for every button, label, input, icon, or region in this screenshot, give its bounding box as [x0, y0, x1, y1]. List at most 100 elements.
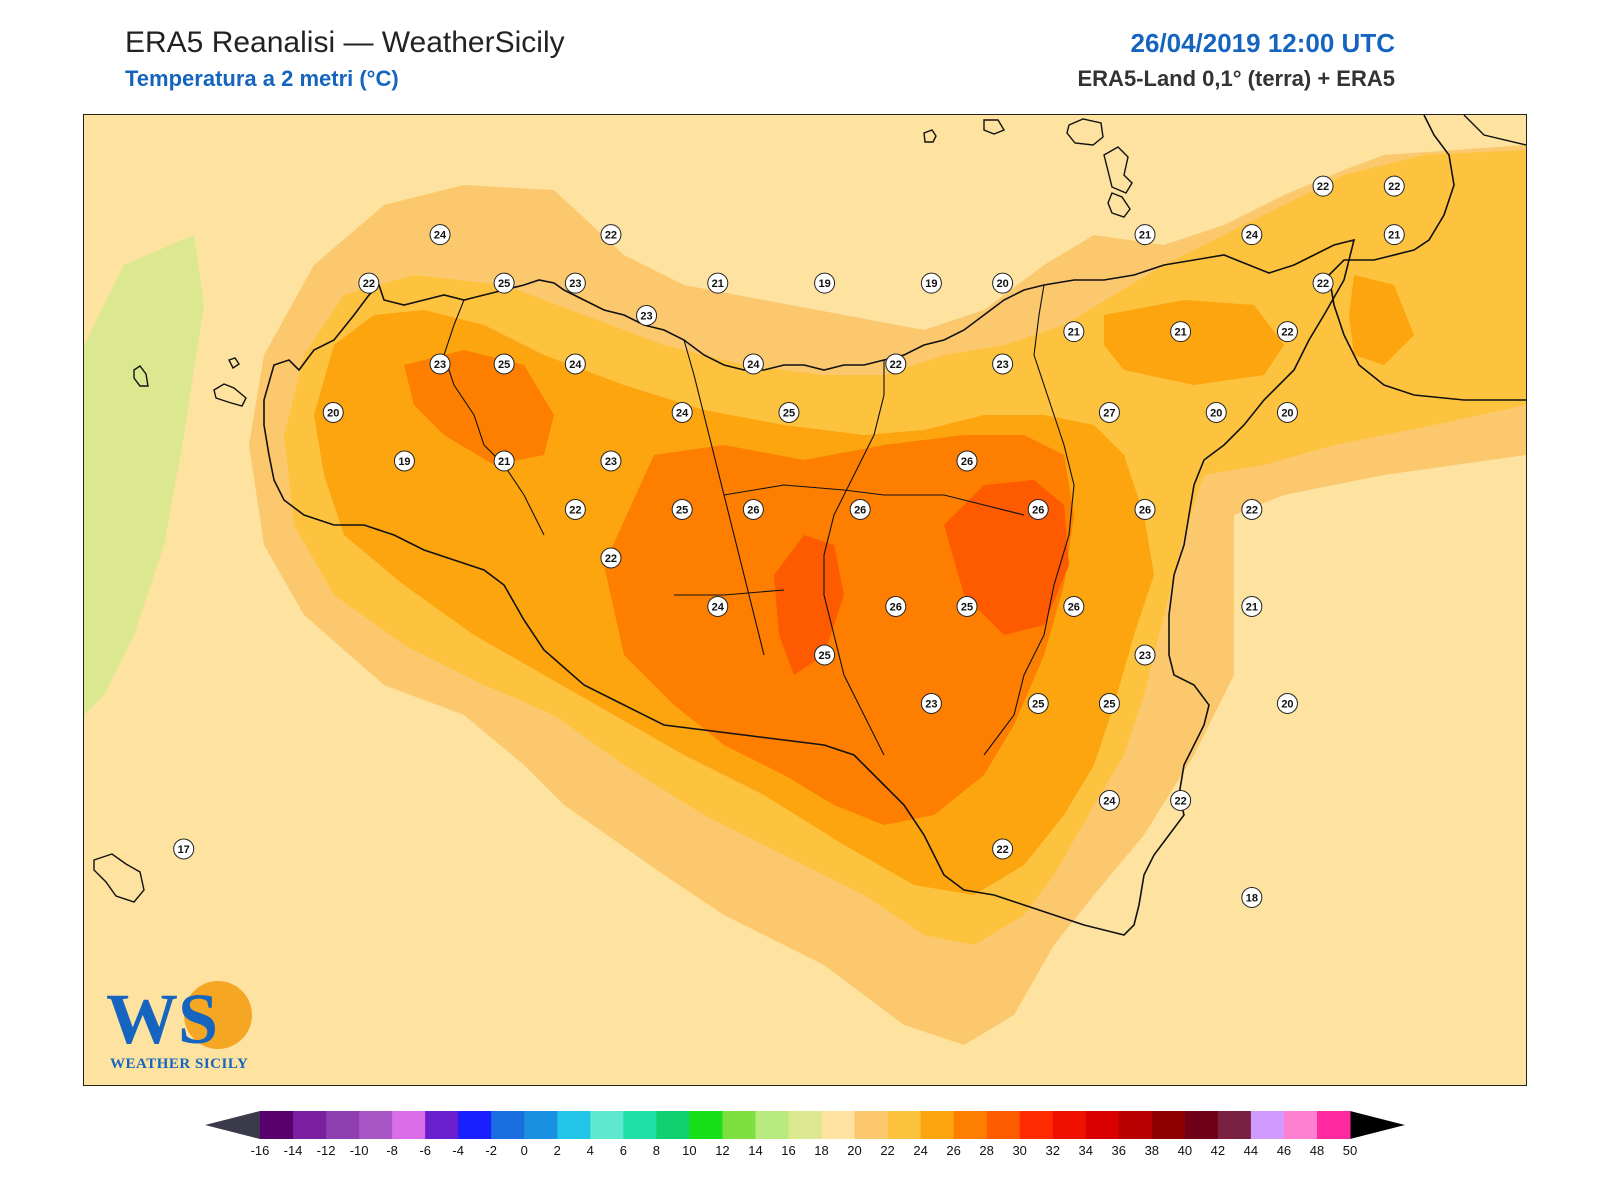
station-circle: [920, 692, 942, 714]
colorbar-swatch: [491, 1111, 525, 1139]
station-marker[interactable]: 24: [1241, 224, 1263, 246]
station-value: 26: [961, 456, 973, 468]
station-marker[interactable]: 23: [564, 272, 586, 294]
station-marker[interactable]: 19: [393, 450, 415, 472]
station-circle: [1098, 692, 1120, 714]
station-marker[interactable]: 25: [1027, 692, 1049, 714]
colorbar-tick-label: 28: [979, 1143, 993, 1158]
station-marker[interactable]: 25: [493, 272, 515, 294]
station-marker[interactable]: 23: [429, 353, 451, 375]
station-marker[interactable]: 27: [1098, 401, 1120, 423]
station-value: 22: [1281, 327, 1293, 339]
map-canvas: 24 22 25 23 22 23 21 19 19 20 21 24 22 22 21 22 21 21 22 23…: [84, 115, 1526, 1085]
station-marker[interactable]: 21: [1383, 224, 1405, 246]
station-marker[interactable]: 21: [493, 450, 515, 472]
station-marker[interactable]: 26: [1134, 498, 1156, 520]
station-marker[interactable]: 20: [1276, 401, 1298, 423]
station-circle: [778, 401, 800, 423]
station-marker[interactable]: 20: [322, 401, 344, 423]
station-marker[interactable]: 23: [992, 353, 1014, 375]
station-marker[interactable]: 23: [1134, 644, 1156, 666]
colorbar-swatches: [205, 1111, 1405, 1139]
station-value: 22: [569, 504, 581, 516]
station-marker[interactable]: 21: [1241, 595, 1263, 617]
station-circle: [1241, 886, 1263, 908]
station-marker[interactable]: 24: [742, 353, 764, 375]
station-marker[interactable]: 26: [956, 450, 978, 472]
station-marker[interactable]: 22: [1383, 175, 1405, 197]
station-marker[interactable]: 25: [1098, 692, 1120, 714]
station-marker[interactable]: 19: [814, 272, 836, 294]
colorbar-swatch: [1184, 1111, 1219, 1139]
colorbar-swatch: [656, 1111, 690, 1139]
station-value: 24: [676, 407, 689, 419]
station-value: 18: [1246, 892, 1258, 904]
colorbar-tick-label: 48: [1310, 1143, 1324, 1158]
station-marker[interactable]: 23: [920, 692, 942, 714]
station-marker[interactable]: 22: [1276, 321, 1298, 343]
station-value: 24: [1246, 230, 1259, 242]
station-circle: [358, 272, 380, 294]
station-marker[interactable]: 20: [992, 272, 1014, 294]
station-marker[interactable]: 23: [600, 450, 622, 472]
station-marker[interactable]: 22: [885, 353, 907, 375]
station-marker[interactable]: 26: [1063, 595, 1085, 617]
station-circle: [600, 450, 622, 472]
station-marker[interactable]: 22: [1312, 272, 1334, 294]
station-marker[interactable]: 20: [1276, 692, 1298, 714]
station-circle: [1276, 401, 1298, 423]
station-marker[interactable]: 21: [707, 272, 729, 294]
station-marker[interactable]: 22: [600, 547, 622, 569]
station-value: 20: [1281, 698, 1293, 710]
station-marker[interactable]: 22: [992, 838, 1014, 860]
band-22-24-strait: [1349, 275, 1414, 365]
colorbar-swatch: [986, 1111, 1021, 1139]
calabria-coast-east: [1463, 115, 1526, 146]
station-marker[interactable]: 22: [1170, 789, 1192, 811]
colorbar-tick-label: 26: [946, 1143, 960, 1158]
station-circle: [636, 304, 658, 326]
station-marker[interactable]: 26: [885, 595, 907, 617]
station-marker[interactable]: 22: [1241, 498, 1263, 520]
station-marker[interactable]: 24: [564, 353, 586, 375]
station-marker[interactable]: 20: [1205, 401, 1227, 423]
colorbar-swatch: [623, 1111, 657, 1139]
station-marker[interactable]: 22: [1312, 175, 1334, 197]
station-marker[interactable]: 25: [671, 498, 693, 520]
station-value: 25: [783, 407, 795, 419]
station-value: 20: [327, 407, 339, 419]
station-marker[interactable]: 26: [1027, 498, 1049, 520]
map-panel[interactable]: 24 22 25 23 22 23 21 19 19 20 21 24 22 22 21 22 21 21 22 23…: [83, 114, 1527, 1086]
station-circle: [992, 353, 1014, 375]
station-marker[interactable]: 22: [358, 272, 380, 294]
station-marker[interactable]: 26: [742, 498, 764, 520]
station-marker[interactable]: 23: [636, 304, 658, 326]
station-marker[interactable]: 18: [1241, 886, 1263, 908]
data-source: ERA5-Land 0,1° (terra) + ERA5: [1077, 66, 1396, 91]
station-value: 23: [640, 310, 652, 322]
island-pantelleria: [93, 853, 145, 903]
station-marker[interactable]: 24: [671, 401, 693, 423]
station-circle: [493, 272, 515, 294]
station-marker[interactable]: 19: [920, 272, 942, 294]
station-marker[interactable]: 24: [1098, 789, 1120, 811]
station-marker[interactable]: 26: [849, 498, 871, 520]
colorbar-ticks: -16 -14 -12 -10 -8 -6 -4 -2 0 2 4 6 8 10 12 14 16 18 20 22 2…: [251, 1143, 1358, 1158]
colorbar-tick-label: -4: [452, 1143, 464, 1158]
station-marker[interactable]: 25: [778, 401, 800, 423]
station-marker[interactable]: 22: [564, 498, 586, 520]
colorbar-swatch: [1151, 1111, 1186, 1139]
station-marker[interactable]: 25: [493, 353, 515, 375]
colorbar-swatch: [1085, 1111, 1120, 1139]
station-marker[interactable]: 22: [600, 224, 622, 246]
station-marker[interactable]: 25: [814, 644, 836, 666]
colorbar-swatch: [392, 1111, 426, 1139]
station-marker[interactable]: 17: [173, 838, 195, 860]
station-marker[interactable]: 21: [1063, 321, 1085, 343]
station-circle: [1241, 498, 1263, 520]
station-marker[interactable]: 21: [1170, 321, 1192, 343]
station-marker[interactable]: 24: [707, 595, 729, 617]
station-marker[interactable]: 24: [429, 224, 451, 246]
station-marker[interactable]: 25: [956, 595, 978, 617]
station-marker[interactable]: 21: [1134, 224, 1156, 246]
